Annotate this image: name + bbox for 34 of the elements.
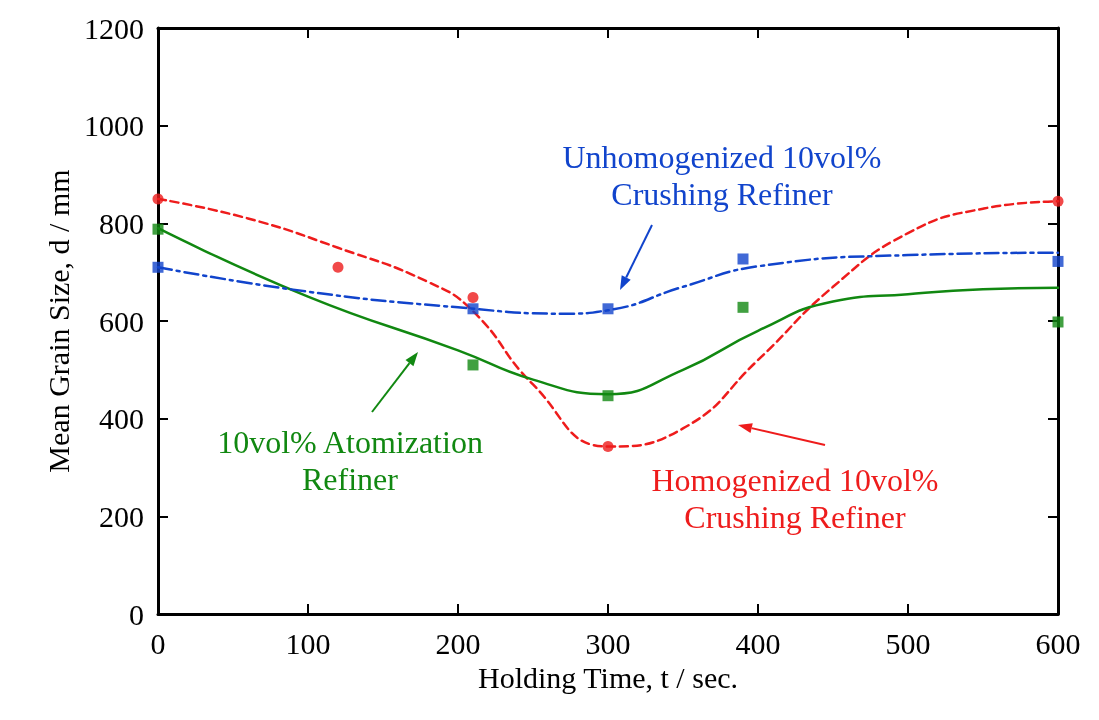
point	[467, 303, 479, 315]
y-tick-label: 1200	[84, 11, 144, 45]
point	[467, 359, 479, 371]
x-tick-label: 100	[285, 626, 331, 660]
x-axis-title: Holding Time, t / sec.	[477, 661, 739, 695]
y-tick-label: 600	[99, 304, 144, 338]
point	[467, 292, 479, 304]
x-tick-label: 200	[435, 626, 481, 660]
point	[152, 193, 164, 205]
y-tick-label: 400	[99, 402, 144, 436]
x-tick-label: 600	[1035, 626, 1081, 660]
y-tick-label: 0	[129, 597, 144, 631]
point	[1052, 195, 1064, 207]
point	[737, 253, 749, 265]
y-tick-label: 200	[99, 499, 144, 533]
point	[152, 261, 164, 273]
annotation: Unhomogenized 10vol% Crushing Refiner	[562, 138, 882, 212]
y-axis-title: Mean Grain Size, d / mm	[41, 169, 75, 473]
point	[737, 301, 749, 313]
y-tick-label: 800	[99, 206, 144, 240]
annotation: 10vol% Atomization Refiner	[217, 423, 483, 497]
point	[1052, 316, 1064, 328]
point	[1052, 255, 1064, 267]
point	[602, 441, 614, 452]
x-tick-label: 300	[585, 626, 631, 660]
x-tick-label: 0	[150, 626, 166, 660]
annotation: Homogenized 10vol% Crushing Refiner	[651, 461, 939, 535]
y-tick-label: 1000	[84, 109, 144, 143]
x-tick-label: 500	[885, 626, 931, 660]
point	[152, 223, 164, 235]
x-tick-label: 400	[735, 626, 781, 660]
point	[602, 390, 614, 402]
point	[332, 261, 344, 273]
point	[602, 303, 614, 315]
